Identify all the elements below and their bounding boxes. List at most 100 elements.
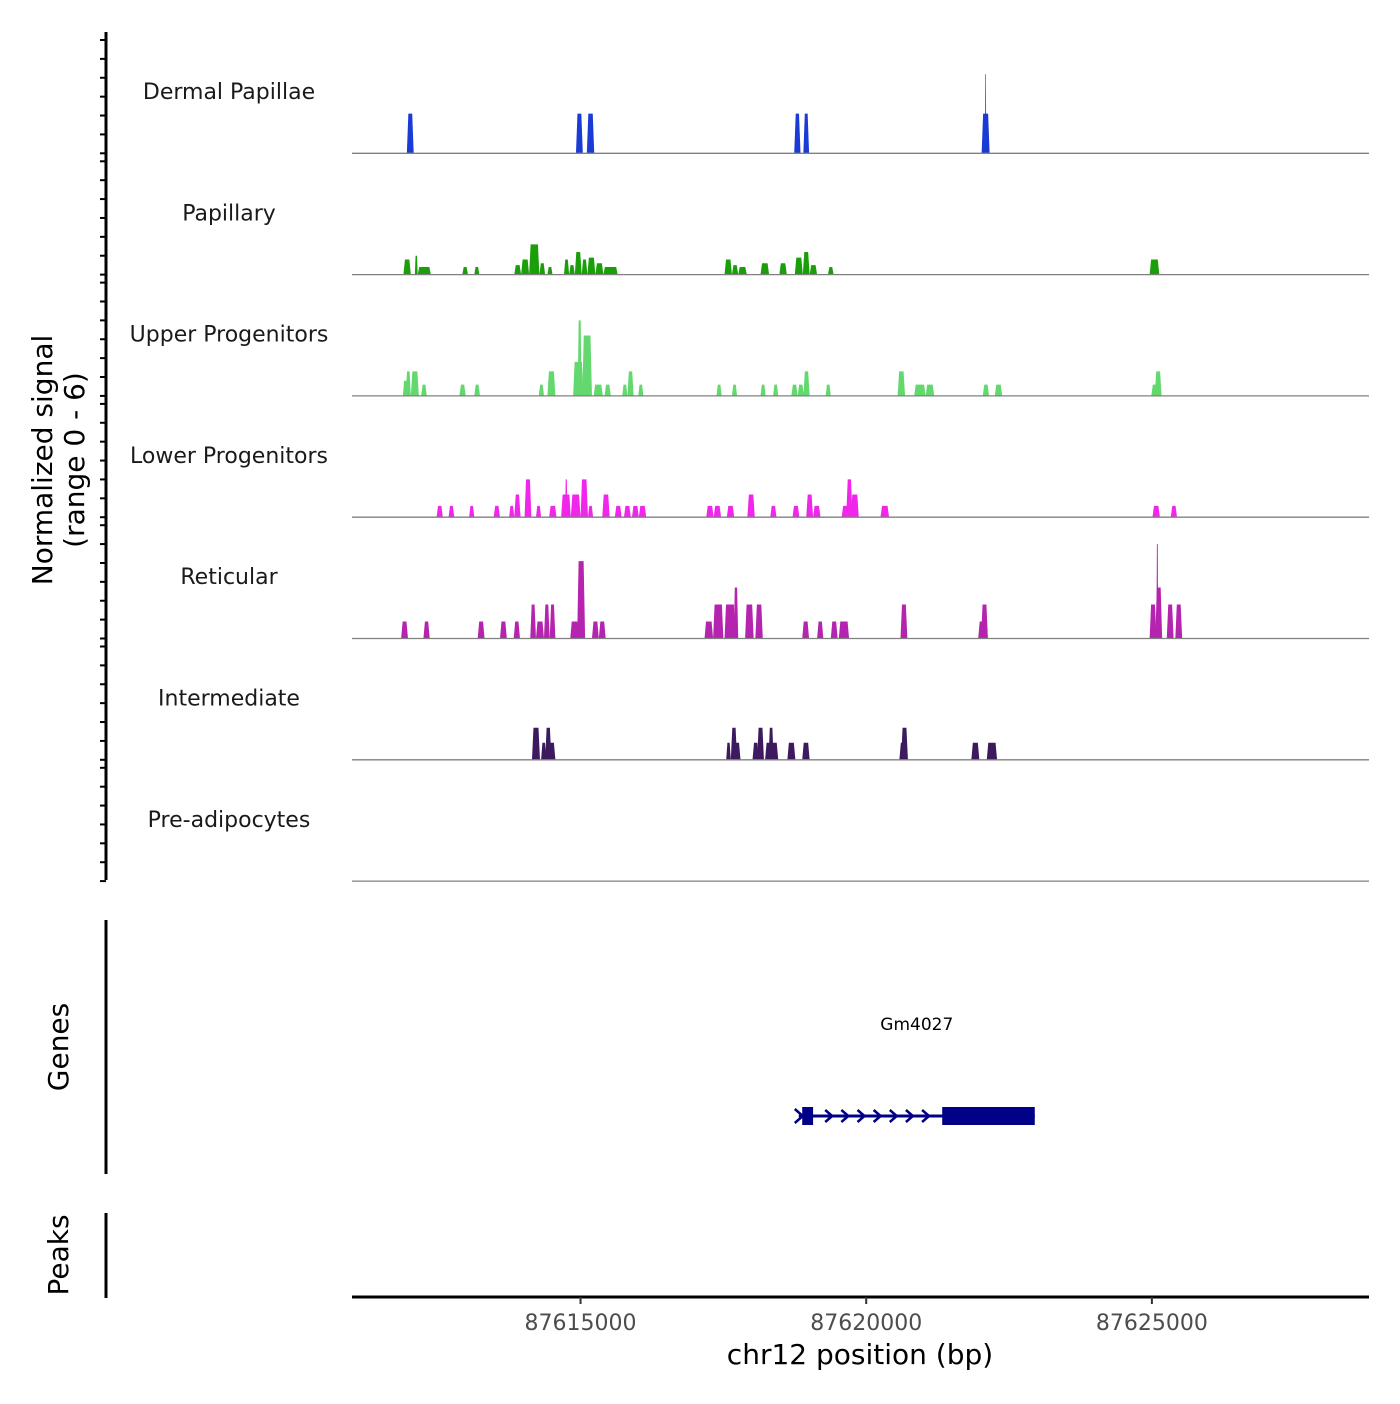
signal-peak bbox=[549, 505, 557, 518]
signal-peak bbox=[827, 267, 834, 275]
signal-peak bbox=[602, 494, 610, 518]
track-pre-adipocytes: Pre-adipocytes bbox=[148, 808, 1369, 882]
signal-peak bbox=[745, 604, 754, 639]
track-label: Dermal Papillae bbox=[143, 80, 315, 105]
signal-peak bbox=[760, 263, 770, 275]
signal-peak bbox=[704, 621, 714, 639]
signal-peak bbox=[809, 265, 818, 275]
signal-peak bbox=[474, 267, 480, 275]
strand-arrow bbox=[856, 1109, 867, 1123]
signal-peak bbox=[565, 479, 568, 518]
signal-peak bbox=[547, 267, 553, 275]
signal-peak bbox=[994, 384, 1003, 396]
signal-peak bbox=[622, 384, 628, 396]
signal-peak bbox=[547, 371, 556, 396]
signal-peak bbox=[513, 621, 520, 639]
signal-peak bbox=[726, 505, 735, 518]
strand-arrow bbox=[921, 1109, 931, 1123]
y-axis-title-line-2: (range 0 - 6) bbox=[58, 372, 91, 548]
signal-peak bbox=[563, 259, 570, 275]
signal-peak bbox=[1155, 587, 1163, 639]
signal-peak bbox=[499, 621, 507, 639]
signal-peak bbox=[1175, 621, 1181, 639]
x-tick-label: 87620000 bbox=[810, 1311, 922, 1336]
signal-peak bbox=[521, 259, 530, 275]
track-lower-progenitors: Lower Progenitors bbox=[130, 444, 1369, 518]
signal-peak bbox=[474, 384, 480, 396]
signal-peak bbox=[1149, 604, 1157, 639]
signal-peak bbox=[716, 384, 722, 396]
signal-peak bbox=[738, 267, 747, 275]
signal-peak bbox=[493, 505, 500, 518]
signal-peak bbox=[535, 621, 544, 639]
signal-peak bbox=[830, 621, 838, 639]
signal-peak bbox=[448, 505, 455, 518]
signal-peak bbox=[733, 742, 741, 760]
signal-peak bbox=[603, 267, 618, 275]
signal-peak bbox=[539, 263, 546, 275]
signal-peak bbox=[582, 335, 592, 396]
signal-peak bbox=[981, 604, 988, 639]
signal-peak bbox=[802, 742, 810, 760]
x-tick-label: 87625000 bbox=[1096, 1311, 1208, 1336]
signal-peak bbox=[724, 259, 732, 275]
track-label: Intermediate bbox=[158, 687, 300, 712]
signal-peak bbox=[531, 727, 540, 760]
signal-peak bbox=[591, 621, 599, 639]
signal-peak bbox=[1154, 371, 1162, 396]
signal-peak bbox=[713, 505, 722, 518]
signal-peak bbox=[773, 384, 779, 396]
signal-peak bbox=[747, 494, 755, 518]
track-intermediate: Intermediate bbox=[158, 687, 1369, 761]
signal-peak bbox=[543, 604, 550, 639]
signal-peak bbox=[706, 505, 714, 518]
track-label: Pre-adipocytes bbox=[148, 808, 311, 833]
signal-peak bbox=[752, 742, 759, 760]
signal-peak bbox=[1170, 505, 1178, 518]
signal-peak bbox=[914, 384, 926, 396]
signal-peak bbox=[575, 113, 583, 154]
signal-peak bbox=[580, 479, 588, 518]
track-reticular: Reticular bbox=[180, 544, 1369, 640]
signal-peak bbox=[595, 263, 604, 275]
signal-peak bbox=[403, 259, 411, 275]
signal-peak bbox=[477, 621, 485, 639]
gene-exon bbox=[942, 1107, 1035, 1125]
strand-arrow bbox=[888, 1109, 899, 1123]
signal-peak bbox=[569, 265, 575, 275]
signal-peak bbox=[509, 505, 515, 518]
track-label: Reticular bbox=[180, 565, 278, 590]
signal-peak bbox=[925, 384, 935, 396]
signal-peak bbox=[529, 244, 540, 275]
signal-peak bbox=[586, 113, 595, 154]
gene-gm4027: Gm4027 bbox=[793, 1015, 1035, 1125]
signal-peak bbox=[570, 494, 581, 518]
genes-track-title: Genes bbox=[42, 1003, 75, 1091]
signal-peak bbox=[538, 384, 544, 396]
signal-peak bbox=[850, 494, 859, 518]
signal-peak bbox=[757, 727, 764, 760]
signal-peak bbox=[731, 265, 739, 275]
signal-peak bbox=[574, 251, 582, 275]
signal-peak bbox=[462, 267, 468, 275]
strand-arrow bbox=[905, 1109, 915, 1123]
signal-peak bbox=[897, 371, 906, 396]
signal-peak bbox=[982, 384, 990, 396]
signal-peak bbox=[549, 604, 556, 639]
signal-peak bbox=[838, 621, 850, 639]
signal-peak bbox=[880, 505, 890, 518]
signal-peak bbox=[726, 742, 731, 760]
signal-peak bbox=[803, 113, 810, 154]
signal-peak bbox=[410, 371, 419, 396]
signal-peak bbox=[755, 604, 763, 639]
signal-peak bbox=[733, 587, 739, 639]
signal-peak bbox=[530, 604, 536, 639]
signal-peak bbox=[570, 621, 579, 639]
signal-peak bbox=[1152, 505, 1160, 518]
signal-peak bbox=[577, 561, 586, 639]
signal-peak bbox=[760, 384, 766, 396]
signal-peak bbox=[792, 505, 800, 518]
signal-peak bbox=[638, 384, 644, 396]
